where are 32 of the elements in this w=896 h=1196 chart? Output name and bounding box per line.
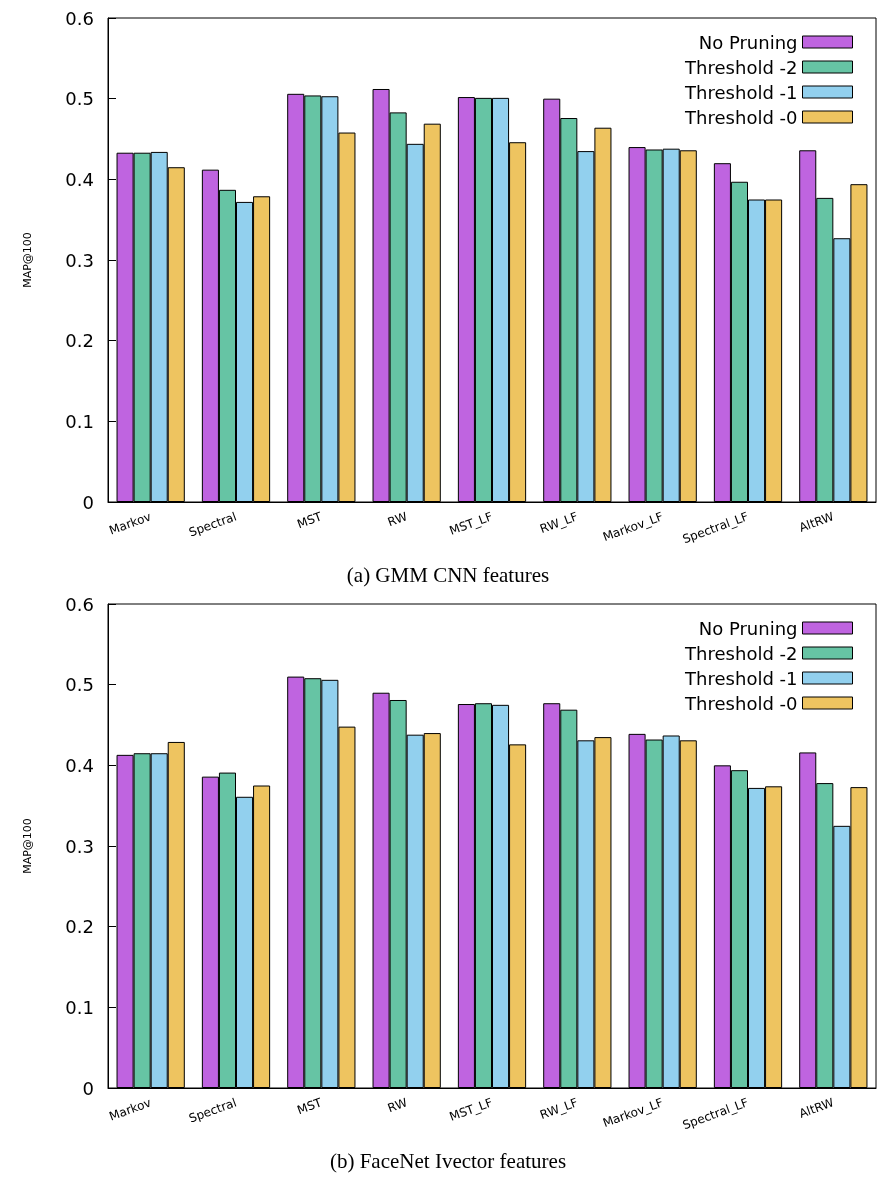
y-tick-label: 0 — [82, 1077, 94, 1099]
y-tick-label: 0.1 — [65, 410, 94, 432]
y-tick-label: 0.2 — [65, 916, 94, 938]
x-tick-label: MST — [295, 1095, 325, 1118]
x-tick-label: AltRW — [797, 509, 836, 535]
y-tick-label: 0.3 — [65, 835, 94, 857]
legend-label: Threshold -0 — [684, 106, 798, 128]
y-tick-label: 0.5 — [65, 674, 94, 696]
y-tick-label: 0.4 — [65, 168, 94, 190]
x-tick-label: MST — [295, 509, 325, 532]
y-tick-label: 0.5 — [65, 88, 94, 110]
x-tick-label: AltRW — [797, 1095, 836, 1121]
x-tick-label: RW — [385, 1095, 410, 1116]
legend-label: Threshold -2 — [684, 56, 798, 78]
y-tick-label: 0.4 — [65, 754, 94, 776]
text: (a) GMM CNN features — [346, 562, 550, 587]
y-tick-label: 0.2 — [65, 330, 94, 352]
legend-label: Threshold -1 — [684, 667, 798, 689]
legend-label: Threshold -2 — [684, 642, 798, 664]
y-axis-title: MAP@100 — [21, 232, 34, 288]
text: (b) FaceNet Ivector features — [329, 1148, 567, 1173]
x-tick-label: RW — [385, 509, 410, 530]
y-tick-label: 0 — [82, 491, 94, 513]
legend-label: No Pruning — [698, 617, 798, 639]
y-axis-title: MAP@100 — [21, 818, 34, 874]
y-tick-label: 0.1 — [65, 996, 94, 1018]
y-tick-label: 0.6 — [65, 593, 94, 615]
y-tick-label: 0.6 — [65, 7, 94, 29]
legend-label: Threshold -1 — [684, 81, 798, 103]
y-tick-label: 0.3 — [65, 249, 94, 271]
legend-label: Threshold -0 — [684, 692, 798, 714]
legend-label: No Pruning — [698, 31, 798, 53]
